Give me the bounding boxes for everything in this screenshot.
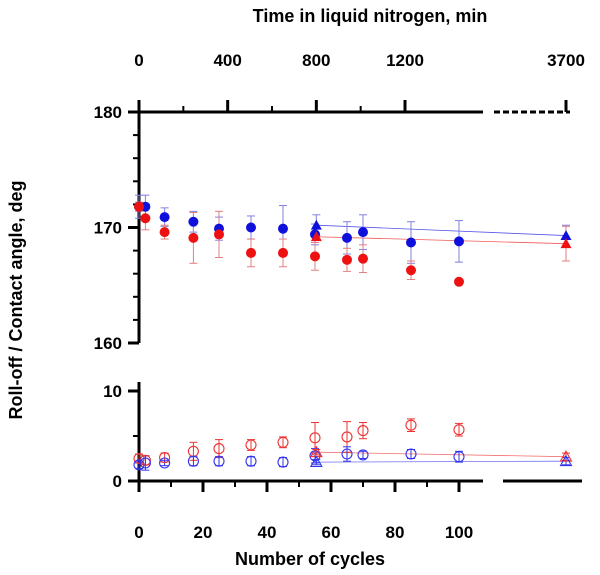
x-tick-label: 80 — [386, 523, 405, 542]
series-line — [316, 451, 567, 458]
series-line — [316, 236, 567, 245]
data-point — [245, 455, 257, 467]
data-point — [357, 449, 369, 461]
data-point — [188, 216, 199, 227]
data-point-triangle — [310, 231, 322, 242]
data-point — [406, 237, 416, 248]
error-bars — [135, 194, 570, 471]
x-tick-label: 60 — [322, 523, 341, 542]
series-line — [316, 460, 567, 463]
y-top-tick-label: 170 — [94, 219, 122, 238]
data-point — [342, 232, 352, 243]
data-point — [406, 265, 416, 276]
axes — [137, 110, 582, 483]
data-markers — [133, 201, 573, 471]
data-point — [358, 253, 368, 264]
data-point — [139, 457, 151, 469]
data-point — [133, 459, 145, 471]
x2-axis-title: Time in liquid nitrogen, min — [253, 6, 488, 26]
data-point-triangle — [309, 455, 323, 468]
x-top-tick-label: 800 — [302, 51, 330, 70]
series-line — [316, 224, 567, 236]
data-point — [188, 232, 199, 243]
data-point — [159, 227, 170, 238]
data-point — [278, 247, 288, 258]
data-point-triangle — [560, 230, 572, 240]
data-point — [405, 448, 417, 460]
data-point — [246, 247, 256, 258]
data-point — [213, 455, 225, 467]
data-point — [357, 425, 369, 437]
x-tick-label: 100 — [445, 523, 473, 542]
data-point — [341, 448, 353, 460]
data-point — [453, 424, 465, 436]
x-tick-label: 0 — [134, 523, 143, 542]
data-point — [159, 452, 171, 464]
data-point — [277, 456, 289, 468]
data-point-triangle — [559, 450, 573, 462]
x-top-tick-label: 3700 — [547, 51, 585, 70]
x-top-tick-label: 400 — [213, 51, 241, 70]
x-top-tick-label: 0 — [134, 51, 143, 70]
x-tick-label: 20 — [194, 523, 213, 542]
x-tick-label: 40 — [258, 523, 277, 542]
x-axis-title: Number of cycles — [235, 549, 385, 569]
data-point — [454, 276, 464, 287]
x-top-tick-label: 1200 — [386, 51, 424, 70]
data-point — [278, 223, 288, 234]
data-point — [187, 455, 199, 467]
y-axis-title: Roll-off / Contact angle, deg — [6, 181, 26, 420]
data-point — [134, 201, 144, 212]
data-point — [405, 419, 417, 431]
data-point — [342, 254, 352, 265]
data-point — [213, 443, 225, 455]
data-point — [341, 431, 353, 443]
data-point — [309, 450, 321, 462]
y-top-tick-label: 180 — [94, 103, 122, 122]
connector-lines — [316, 224, 567, 463]
data-point-triangle — [559, 454, 573, 467]
data-point — [358, 227, 368, 238]
data-point — [246, 222, 256, 233]
y-top-tick-label: 160 — [94, 334, 122, 353]
data-point — [310, 251, 320, 262]
data-point — [159, 457, 171, 469]
data-point — [454, 236, 464, 247]
data-point — [214, 229, 224, 240]
data-point — [159, 212, 170, 223]
data-point — [245, 439, 257, 451]
data-point — [140, 213, 151, 224]
data-point-triangle — [560, 238, 572, 249]
data-point — [453, 451, 465, 463]
y-bottom-tick-label: 10 — [103, 382, 122, 401]
data-point — [309, 432, 321, 444]
y-bottom-tick-label: 0 — [113, 472, 122, 491]
data-point — [277, 436, 289, 448]
data-point-triangle — [310, 219, 322, 230]
